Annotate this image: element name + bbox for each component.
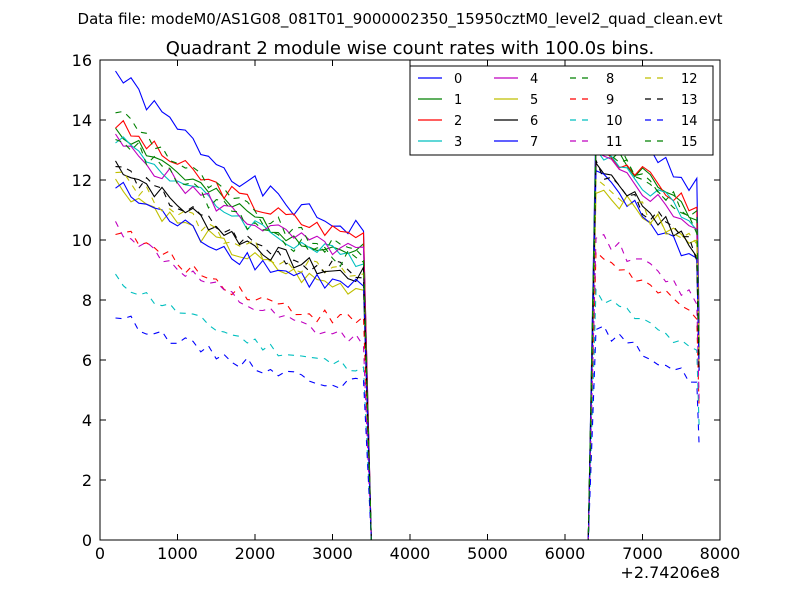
legend-label-1: 1 [454,93,462,108]
series-line-5 [115,178,700,541]
legend-label-13: 13 [681,93,698,108]
series-line-14 [115,315,700,541]
legend-label-10: 10 [606,114,623,129]
series-line-15 [115,137,700,541]
series-line-13 [115,159,700,541]
legend-label-12: 12 [681,72,698,87]
x-tick-label: 6000 [545,544,586,563]
y-tick-label: 12 [72,171,92,190]
legend-box [409,65,714,156]
series-line-12 [115,171,700,541]
y-tick-label: 16 [72,51,92,70]
y-tick-label: 14 [72,111,92,130]
y-tick-label: 0 [82,531,92,550]
figure-suptitle: Data file: modeM0/AS1G08_081T01_90000023… [78,10,723,29]
legend-label-8: 8 [606,72,614,87]
y-tick-label: 10 [72,231,92,250]
chart-title: Quadrant 2 module wise count rates with … [166,38,655,59]
ticks-layer: 0 1000 2000 3000 4000 5000 6000 7000 80000246810… [72,51,741,563]
x-tick-label: 0 [95,544,105,563]
legend-label-5: 5 [530,93,538,108]
x-tick-label: 3000 [312,544,353,563]
y-tick-label: 2 [82,471,92,490]
legend-label-11: 11 [606,135,623,150]
series-line-10 [115,273,700,541]
legend-label-9: 9 [606,93,614,108]
x-tick-label: 5000 [467,544,508,563]
series-line-6 [115,160,700,541]
series-line-7 [115,169,700,541]
legend-label-7: 7 [530,135,538,150]
x-tick-label: 7000 [622,544,663,563]
x-tick-label: 2000 [235,544,276,563]
legend-label-2: 2 [454,114,462,129]
legend-label-4: 4 [530,72,538,87]
x-tick-label: 1000 [157,544,198,563]
series-line-11 [115,221,700,541]
y-tick-label: 6 [82,351,92,370]
legend-label-15: 15 [681,135,698,150]
series-line-2 [115,119,700,541]
y-tick-label: 4 [82,411,92,430]
series-layer [115,70,700,541]
legend-label-0: 0 [454,72,462,87]
legend-label-3: 3 [454,135,462,150]
series-line-8 [115,110,700,541]
series-line-3 [115,136,700,541]
x-offset-label: +2.74206e8 [620,563,720,582]
series-line-9 [115,230,700,541]
plot-area: 0 1000 2000 3000 4000 5000 6000 7000 80000246810… [72,51,741,563]
x-tick-label: 4000 [390,544,431,563]
y-tick-label: 8 [82,291,92,310]
x-tick-label: 8000 [700,544,741,563]
legend-label-14: 14 [681,114,698,129]
legend-label-6: 6 [530,114,538,129]
